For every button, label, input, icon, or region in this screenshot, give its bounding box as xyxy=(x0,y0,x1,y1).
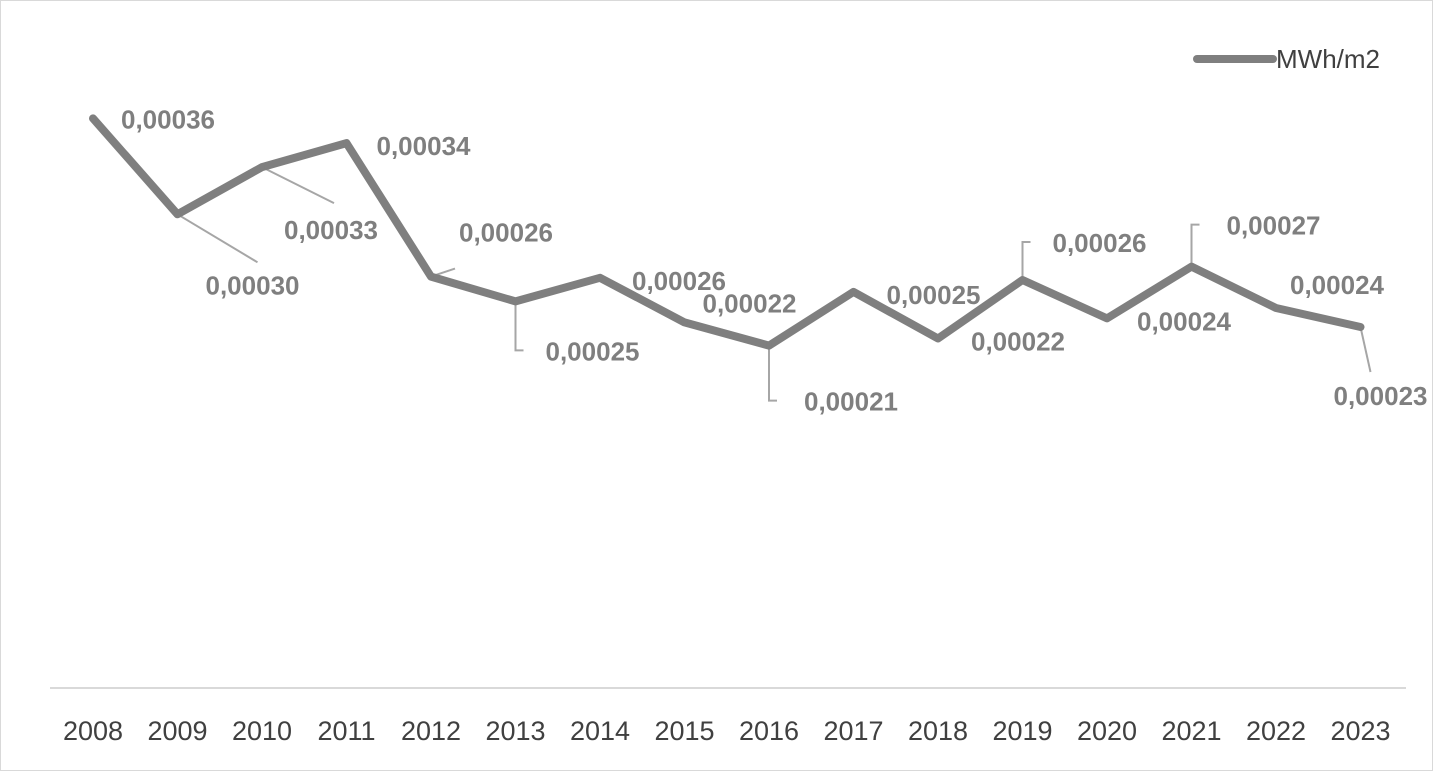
leader-line xyxy=(261,166,335,204)
data-label: 0,00030 xyxy=(206,270,300,300)
series-line xyxy=(89,114,1365,350)
x-tick-label: 2010 xyxy=(232,716,292,746)
x-tick-label: 2016 xyxy=(739,716,799,746)
x-tick-label: 2017 xyxy=(823,716,883,746)
data-point xyxy=(597,274,603,281)
leader-lines xyxy=(176,166,1372,402)
data-point xyxy=(90,115,96,122)
data-point xyxy=(766,342,772,349)
data-label: 0,00022 xyxy=(971,327,1065,357)
x-tick-label: 2021 xyxy=(1161,716,1221,746)
data-point xyxy=(1104,315,1110,322)
legend: MWh/m2 xyxy=(1193,44,1380,74)
data-point xyxy=(343,140,350,147)
data-point xyxy=(428,273,434,280)
x-tick-label: 2020 xyxy=(1077,716,1137,746)
data-label: 0,00026 xyxy=(1053,228,1147,258)
data-label: 0,00036 xyxy=(121,104,215,134)
data-label: 0,00025 xyxy=(887,280,981,310)
series-layer xyxy=(89,114,1365,350)
data-point xyxy=(935,335,941,342)
x-tick-label: 2015 xyxy=(654,716,714,746)
data-label: 0,00026 xyxy=(459,218,553,248)
x-tick-label: 2012 xyxy=(401,716,461,746)
leader-line xyxy=(768,345,777,402)
leader-line xyxy=(1190,223,1200,267)
x-tick-label: 2009 xyxy=(147,716,207,746)
data-label: 0,00033 xyxy=(284,215,378,245)
data-point xyxy=(174,211,181,218)
data-label: 0,00022 xyxy=(703,288,797,318)
data-label: 0,00027 xyxy=(1227,211,1321,241)
data-point xyxy=(1188,263,1195,270)
x-tick-label: 2013 xyxy=(485,716,545,746)
x-tick-label: 2011 xyxy=(317,716,375,746)
x-tick-label: 2014 xyxy=(570,716,630,746)
data-point xyxy=(681,319,688,326)
data-label: 0,00024 xyxy=(1290,270,1385,300)
data-label: 0,00026 xyxy=(632,266,726,296)
data-point xyxy=(512,298,519,305)
data-labels: 0,000360,000300,000330,000340,000260,000… xyxy=(121,104,1427,416)
leader-line xyxy=(176,213,259,264)
data-point xyxy=(1019,277,1026,283)
data-label: 0,00021 xyxy=(804,387,898,417)
data-point xyxy=(850,288,857,295)
legend-label: MWh/m2 xyxy=(1276,44,1380,74)
leader-line xyxy=(514,301,524,352)
x-tick-label: 2023 xyxy=(1330,716,1390,746)
data-label: 0,00023 xyxy=(1334,381,1428,411)
x-tick-label: 2018 xyxy=(908,716,968,746)
x-axis: 2008 2009 2010 2011 2012 2013 2014 2015 2016 2017… xyxy=(50,687,1406,746)
data-point xyxy=(1357,324,1364,330)
x-tick-label: 2022 xyxy=(1246,716,1306,746)
data-label: 0,00025 xyxy=(546,336,640,366)
data-label: 0,00024 xyxy=(1137,306,1232,336)
data-point xyxy=(1273,305,1279,311)
leader-line xyxy=(1021,241,1031,280)
leader-line xyxy=(1359,326,1372,373)
data-label: 0,00034 xyxy=(377,131,472,161)
data-point xyxy=(259,164,265,171)
x-tick-label: 2019 xyxy=(992,716,1052,746)
x-tick-label: 2008 xyxy=(63,716,123,746)
